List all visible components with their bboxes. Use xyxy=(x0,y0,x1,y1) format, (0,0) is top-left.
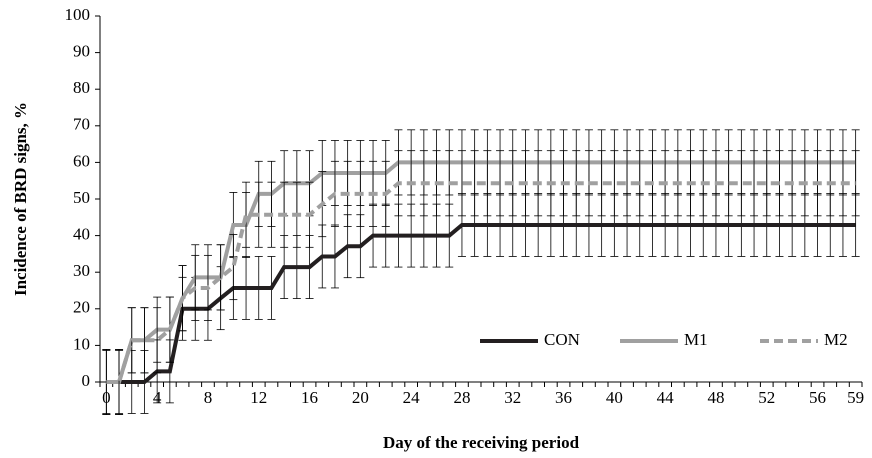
error-bar xyxy=(623,150,632,217)
y-tick-label: 70 xyxy=(73,115,90,134)
error-bar xyxy=(242,181,251,248)
y-tick-label: 100 xyxy=(65,5,91,24)
x-tick-label: 12 xyxy=(250,388,267,407)
x-tick-label: 44 xyxy=(657,388,675,407)
legend-label: CON xyxy=(544,330,580,349)
y-tick-label: 10 xyxy=(73,334,90,353)
y-tick-label: 80 xyxy=(73,78,90,97)
x-tick-label: 28 xyxy=(453,388,470,407)
x-tick-label: 24 xyxy=(403,388,421,407)
x-tick-label: 59 xyxy=(847,388,864,407)
error-bar xyxy=(724,150,733,217)
y-axis-title: Incidence of BRD signs, % xyxy=(11,102,30,296)
y-tick-label: 20 xyxy=(73,298,90,317)
error-bar xyxy=(750,150,759,217)
x-tick-label: 8 xyxy=(204,388,213,407)
error-bar xyxy=(762,150,771,217)
error-bar xyxy=(153,307,162,374)
y-tick-label: 40 xyxy=(73,225,90,244)
error-bar xyxy=(216,244,225,311)
error-bar xyxy=(737,150,746,217)
x-tick-label: 52 xyxy=(758,388,775,407)
y-tick-label: 0 xyxy=(82,371,91,390)
x-axis-title: Day of the receiving period xyxy=(383,433,580,452)
error-bar xyxy=(140,307,149,374)
y-tick-label: 50 xyxy=(73,188,90,207)
data-line xyxy=(106,222,856,384)
error-bar xyxy=(229,234,238,301)
error-bar xyxy=(610,150,619,217)
x-tick-label: 48 xyxy=(707,388,724,407)
legend-label: M2 xyxy=(824,330,848,349)
y-tick-label: 90 xyxy=(73,42,90,61)
y-tick-label: 30 xyxy=(73,261,90,280)
error-bar xyxy=(470,150,479,217)
data-line xyxy=(106,181,856,384)
error-bar xyxy=(597,150,606,217)
x-tick-label: 36 xyxy=(555,388,572,407)
error-bar xyxy=(496,150,505,217)
x-tick-label: 56 xyxy=(809,388,826,407)
y-tick-label: 60 xyxy=(73,151,90,170)
legend-label: M1 xyxy=(684,330,708,349)
x-tick-label: 40 xyxy=(606,388,623,407)
x-tick-label: 20 xyxy=(352,388,369,407)
error-bar xyxy=(115,349,124,415)
error-bar xyxy=(483,150,492,217)
x-tick-label: 16 xyxy=(301,388,318,407)
data-line xyxy=(106,160,856,384)
error-bar xyxy=(457,150,466,217)
x-tick-label: 32 xyxy=(504,388,521,407)
